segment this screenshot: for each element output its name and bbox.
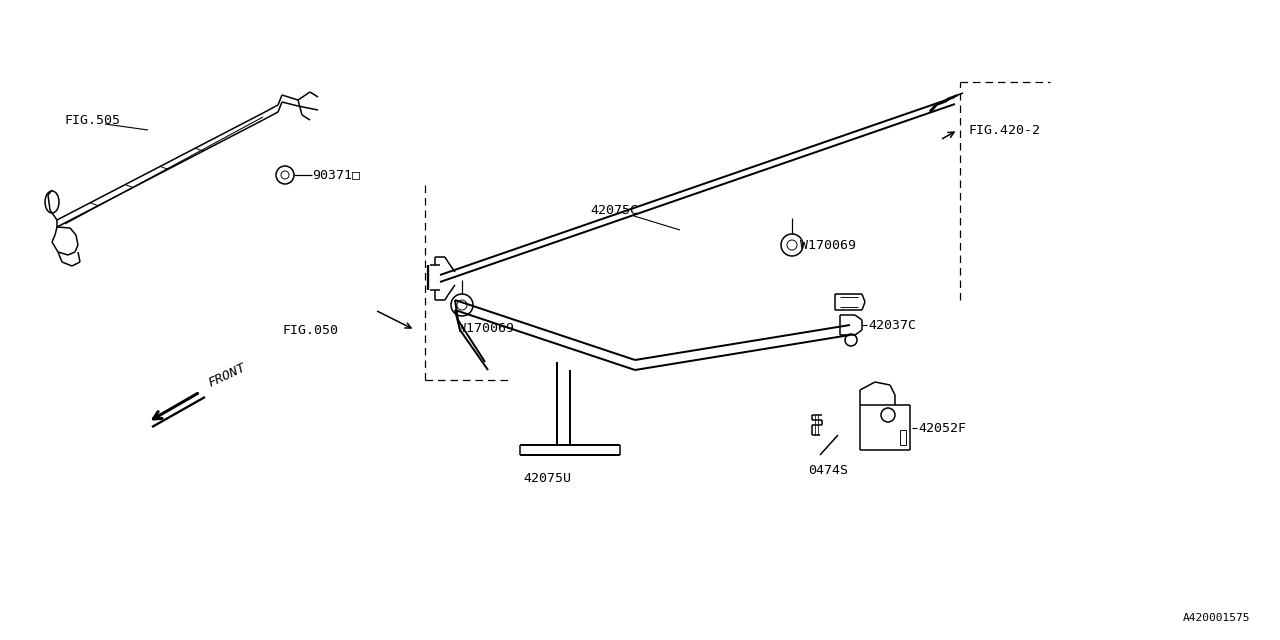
Text: A420001575: A420001575 bbox=[1183, 613, 1251, 623]
Text: W170069: W170069 bbox=[800, 239, 856, 252]
Text: FIG.050: FIG.050 bbox=[282, 323, 338, 337]
Text: 90371□: 90371□ bbox=[312, 168, 360, 182]
Text: 0474S: 0474S bbox=[808, 463, 849, 477]
Text: 42075C: 42075C bbox=[590, 204, 637, 216]
Text: 42075U: 42075U bbox=[524, 472, 571, 484]
Text: 42037C: 42037C bbox=[868, 319, 916, 332]
Text: W170069: W170069 bbox=[458, 321, 515, 335]
Text: 42052F: 42052F bbox=[918, 422, 966, 435]
Text: FIG.420-2: FIG.420-2 bbox=[968, 124, 1039, 136]
Text: FRONT: FRONT bbox=[206, 362, 248, 390]
Text: FIG.505: FIG.505 bbox=[65, 113, 122, 127]
